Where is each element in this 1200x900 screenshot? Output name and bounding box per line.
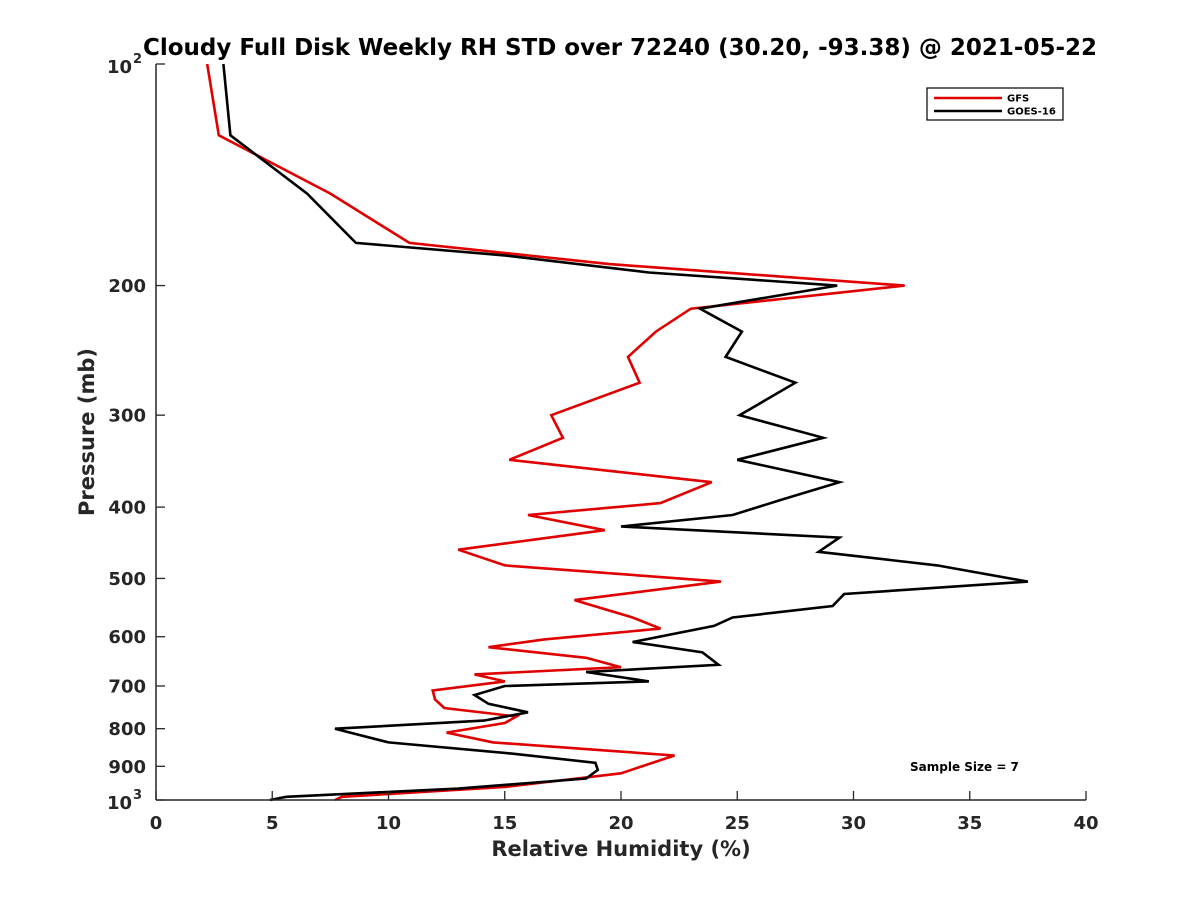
x-tick-label: 10 — [376, 813, 401, 834]
x-tick-label: 40 — [1073, 813, 1098, 834]
legend-box — [926, 87, 1064, 121]
plot-area — [205, 63, 1029, 802]
x-tick-label: 5 — [266, 813, 279, 834]
x-tick-label: 25 — [725, 813, 750, 834]
y-end-tick-label: 10 3 — [107, 788, 142, 814]
y-tick-label: 700 — [108, 676, 146, 697]
x-tick-label: 30 — [841, 813, 866, 834]
x-tick-label: 0 — [150, 813, 163, 834]
y-axis-label: Pressure (mb) — [75, 348, 99, 516]
x-tick-label: 15 — [492, 813, 517, 834]
x-tick-label: 20 — [608, 813, 633, 834]
y-tick-label: 900 — [108, 757, 146, 778]
series-line-goes-16 — [222, 63, 1029, 802]
legend-label: GOES-16 — [1007, 107, 1056, 118]
y-tick-label-exponent: 2 — [133, 52, 142, 67]
sample-size-annotation: Sample Size = 7 — [910, 760, 1019, 774]
y-tick-label-exponent: 3 — [133, 788, 142, 803]
chart-title: Cloudy Full Disk Weekly RH STD over 7224… — [143, 35, 1097, 61]
y-tick-label: 500 — [108, 569, 146, 590]
x-axis-ticks: 0 5 10 15 20 25 30 35 40 — [150, 791, 1099, 834]
x-axis-label: Relative Humidity (%) — [491, 837, 750, 861]
y-tick-label: 800 — [108, 719, 146, 740]
y-tick-label: 600 — [108, 627, 146, 648]
series-line-gfs — [205, 63, 905, 802]
y-tick-label: 400 — [108, 498, 146, 519]
legend: GFS GOES-16 — [926, 87, 1064, 121]
x-tick-label: 35 — [957, 813, 982, 834]
y-tick-label: 200 — [108, 276, 146, 297]
y-tick-label-base: 10 — [107, 793, 132, 814]
legend-label: GFS — [1007, 94, 1029, 105]
y-end-tick-label: 10 2 — [107, 52, 142, 78]
y-tick-label-base: 10 — [107, 57, 132, 78]
y-tick-label: 300 — [108, 406, 146, 427]
